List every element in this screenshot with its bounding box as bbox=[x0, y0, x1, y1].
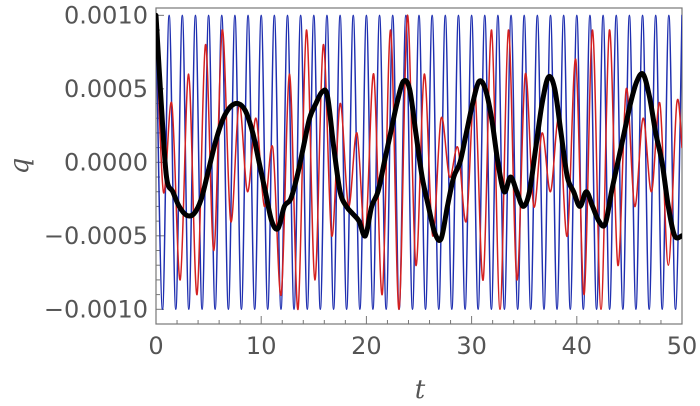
x-tick-label: 40 bbox=[562, 332, 593, 360]
series-line-3 bbox=[156, 12, 682, 243]
y-tick-label: −0.0010 bbox=[44, 295, 148, 323]
y-tick-label: 0.0000 bbox=[64, 148, 148, 176]
plot-frame bbox=[155, 7, 683, 325]
x-tick-label: 10 bbox=[246, 332, 277, 360]
series-line-1 bbox=[156, 14, 682, 311]
axis-tick-labels: 0 10 20 30 40 50 −0.0010 −0.0005 0.0000 0.0005 0.0… bbox=[44, 1, 697, 360]
x-tick-label: 30 bbox=[456, 332, 487, 360]
y-tick-label: 0.0010 bbox=[64, 1, 148, 29]
y-axis-label: q bbox=[5, 158, 35, 175]
x-tick-label: 50 bbox=[667, 332, 698, 360]
x-axis-label: t bbox=[415, 375, 426, 405]
x-tick-label: 0 bbox=[148, 332, 163, 360]
y-tick-label: 0.0005 bbox=[64, 75, 148, 103]
x-tick-label: 20 bbox=[351, 332, 382, 360]
series-layer bbox=[156, 12, 682, 311]
y-tick-label: −0.0005 bbox=[44, 222, 148, 250]
